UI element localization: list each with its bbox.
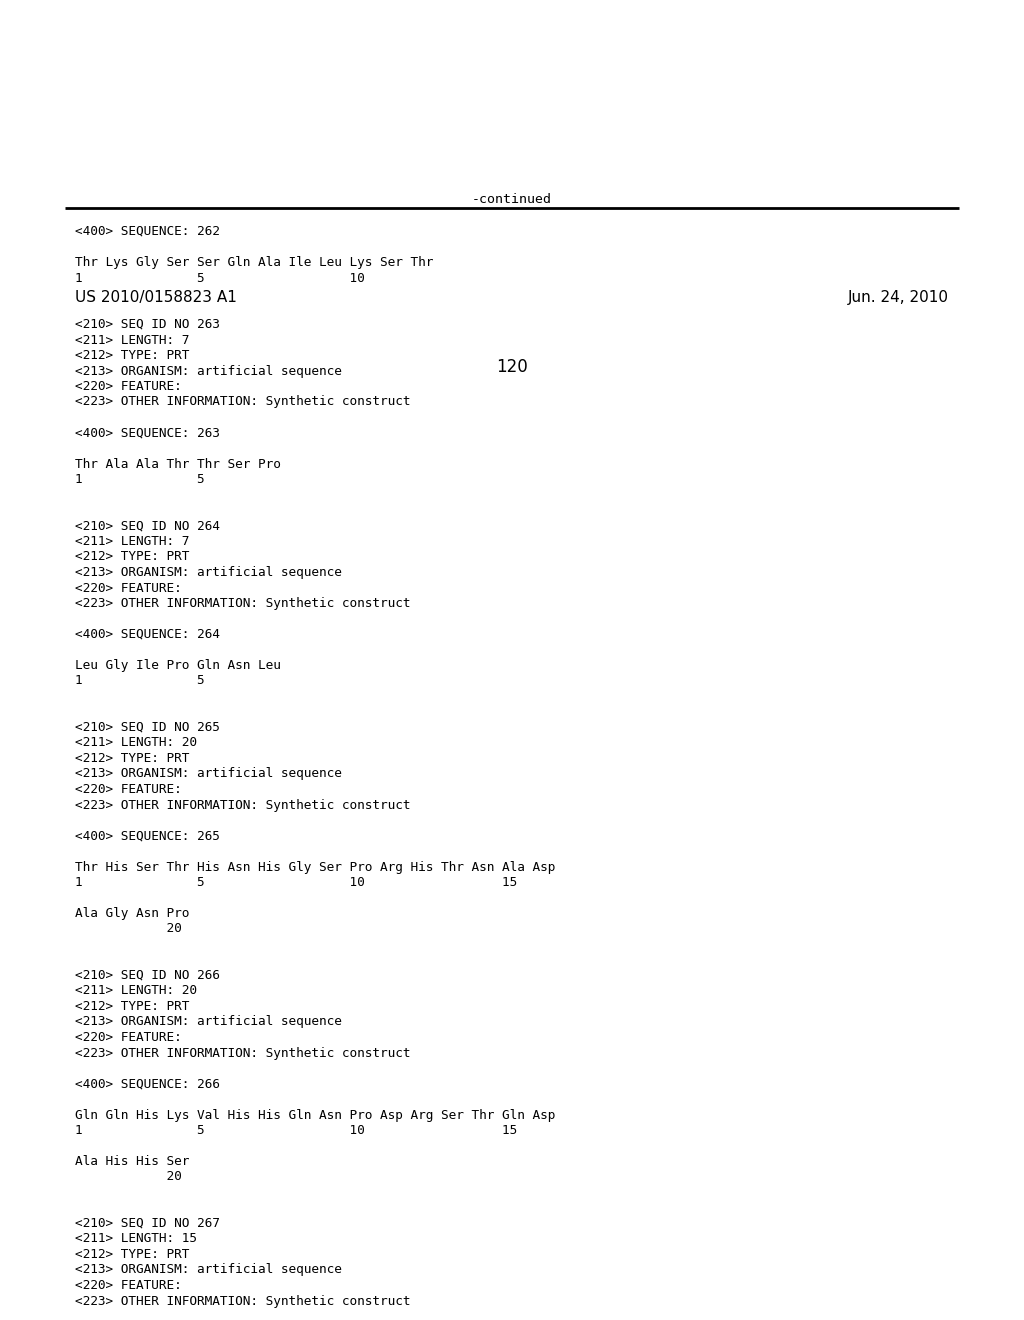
Text: Gln Gln His Lys Val His His Gln Asn Pro Asp Arg Ser Thr Gln Asp: Gln Gln His Lys Val His His Gln Asn Pro …	[75, 1109, 555, 1122]
Text: Thr His Ser Thr His Asn His Gly Ser Pro Arg His Thr Asn Ala Asp: Thr His Ser Thr His Asn His Gly Ser Pro …	[75, 861, 555, 874]
Text: 1               5: 1 5	[75, 473, 205, 486]
Text: 120: 120	[496, 358, 528, 376]
Text: <212> TYPE: PRT: <212> TYPE: PRT	[75, 752, 189, 766]
Text: <211> LENGTH: 15: <211> LENGTH: 15	[75, 1233, 197, 1246]
Text: Jun. 24, 2010: Jun. 24, 2010	[848, 290, 949, 305]
Text: <220> FEATURE:: <220> FEATURE:	[75, 783, 181, 796]
Text: 20: 20	[75, 1171, 181, 1184]
Text: <210> SEQ ID NO 263: <210> SEQ ID NO 263	[75, 318, 220, 331]
Text: <223> OTHER INFORMATION: Synthetic construct: <223> OTHER INFORMATION: Synthetic const…	[75, 1047, 411, 1060]
Text: Leu Gly Ile Pro Gln Asn Leu: Leu Gly Ile Pro Gln Asn Leu	[75, 659, 281, 672]
Text: <211> LENGTH: 20: <211> LENGTH: 20	[75, 985, 197, 998]
Text: <212> TYPE: PRT: <212> TYPE: PRT	[75, 1247, 189, 1261]
Text: <223> OTHER INFORMATION: Synthetic construct: <223> OTHER INFORMATION: Synthetic const…	[75, 396, 411, 408]
Text: <223> OTHER INFORMATION: Synthetic construct: <223> OTHER INFORMATION: Synthetic const…	[75, 799, 411, 812]
Text: <220> FEATURE:: <220> FEATURE:	[75, 380, 181, 393]
Text: <213> ORGANISM: artificial sequence: <213> ORGANISM: artificial sequence	[75, 767, 342, 780]
Text: 1               5: 1 5	[75, 675, 205, 688]
Text: <400> SEQUENCE: 264: <400> SEQUENCE: 264	[75, 628, 220, 642]
Text: <211> LENGTH: 20: <211> LENGTH: 20	[75, 737, 197, 750]
Text: <220> FEATURE:: <220> FEATURE:	[75, 582, 181, 594]
Text: 1               5                   10                  15: 1 5 10 15	[75, 1125, 517, 1137]
Text: <210> SEQ ID NO 265: <210> SEQ ID NO 265	[75, 721, 220, 734]
Text: Thr Lys Gly Ser Ser Gln Ala Ile Leu Lys Ser Thr: Thr Lys Gly Ser Ser Gln Ala Ile Leu Lys …	[75, 256, 433, 269]
Text: <220> FEATURE:: <220> FEATURE:	[75, 1279, 181, 1292]
Text: 1               5                   10                  15: 1 5 10 15	[75, 876, 517, 888]
Text: <213> ORGANISM: artificial sequence: <213> ORGANISM: artificial sequence	[75, 1263, 342, 1276]
Text: <213> ORGANISM: artificial sequence: <213> ORGANISM: artificial sequence	[75, 364, 342, 378]
Text: <211> LENGTH: 7: <211> LENGTH: 7	[75, 334, 189, 346]
Text: <400> SEQUENCE: 265: <400> SEQUENCE: 265	[75, 829, 220, 842]
Text: <223> OTHER INFORMATION: Synthetic construct: <223> OTHER INFORMATION: Synthetic const…	[75, 1295, 411, 1308]
Text: Ala His His Ser: Ala His His Ser	[75, 1155, 189, 1168]
Text: 1               5                   10: 1 5 10	[75, 272, 365, 285]
Text: <212> TYPE: PRT: <212> TYPE: PRT	[75, 1001, 189, 1012]
Text: <210> SEQ ID NO 264: <210> SEQ ID NO 264	[75, 520, 220, 532]
Text: <213> ORGANISM: artificial sequence: <213> ORGANISM: artificial sequence	[75, 1015, 342, 1028]
Text: <210> SEQ ID NO 266: <210> SEQ ID NO 266	[75, 969, 220, 982]
Text: <213> ORGANISM: artificial sequence: <213> ORGANISM: artificial sequence	[75, 566, 342, 579]
Text: <211> LENGTH: 7: <211> LENGTH: 7	[75, 535, 189, 548]
Text: <210> SEQ ID NO 267: <210> SEQ ID NO 267	[75, 1217, 220, 1230]
Text: Ala Gly Asn Pro: Ala Gly Asn Pro	[75, 907, 189, 920]
Text: US 2010/0158823 A1: US 2010/0158823 A1	[75, 290, 237, 305]
Text: <212> TYPE: PRT: <212> TYPE: PRT	[75, 348, 189, 362]
Text: <220> FEATURE:: <220> FEATURE:	[75, 1031, 181, 1044]
Text: <400> SEQUENCE: 266: <400> SEQUENCE: 266	[75, 1077, 220, 1090]
Text: -continued: -continued	[472, 193, 552, 206]
Text: Thr Ala Ala Thr Thr Ser Pro: Thr Ala Ala Thr Thr Ser Pro	[75, 458, 281, 470]
Text: <212> TYPE: PRT: <212> TYPE: PRT	[75, 550, 189, 564]
Text: <223> OTHER INFORMATION: Synthetic construct: <223> OTHER INFORMATION: Synthetic const…	[75, 597, 411, 610]
Text: 20: 20	[75, 923, 181, 936]
Text: <400> SEQUENCE: 263: <400> SEQUENCE: 263	[75, 426, 220, 440]
Text: <400> SEQUENCE: 262: <400> SEQUENCE: 262	[75, 224, 220, 238]
